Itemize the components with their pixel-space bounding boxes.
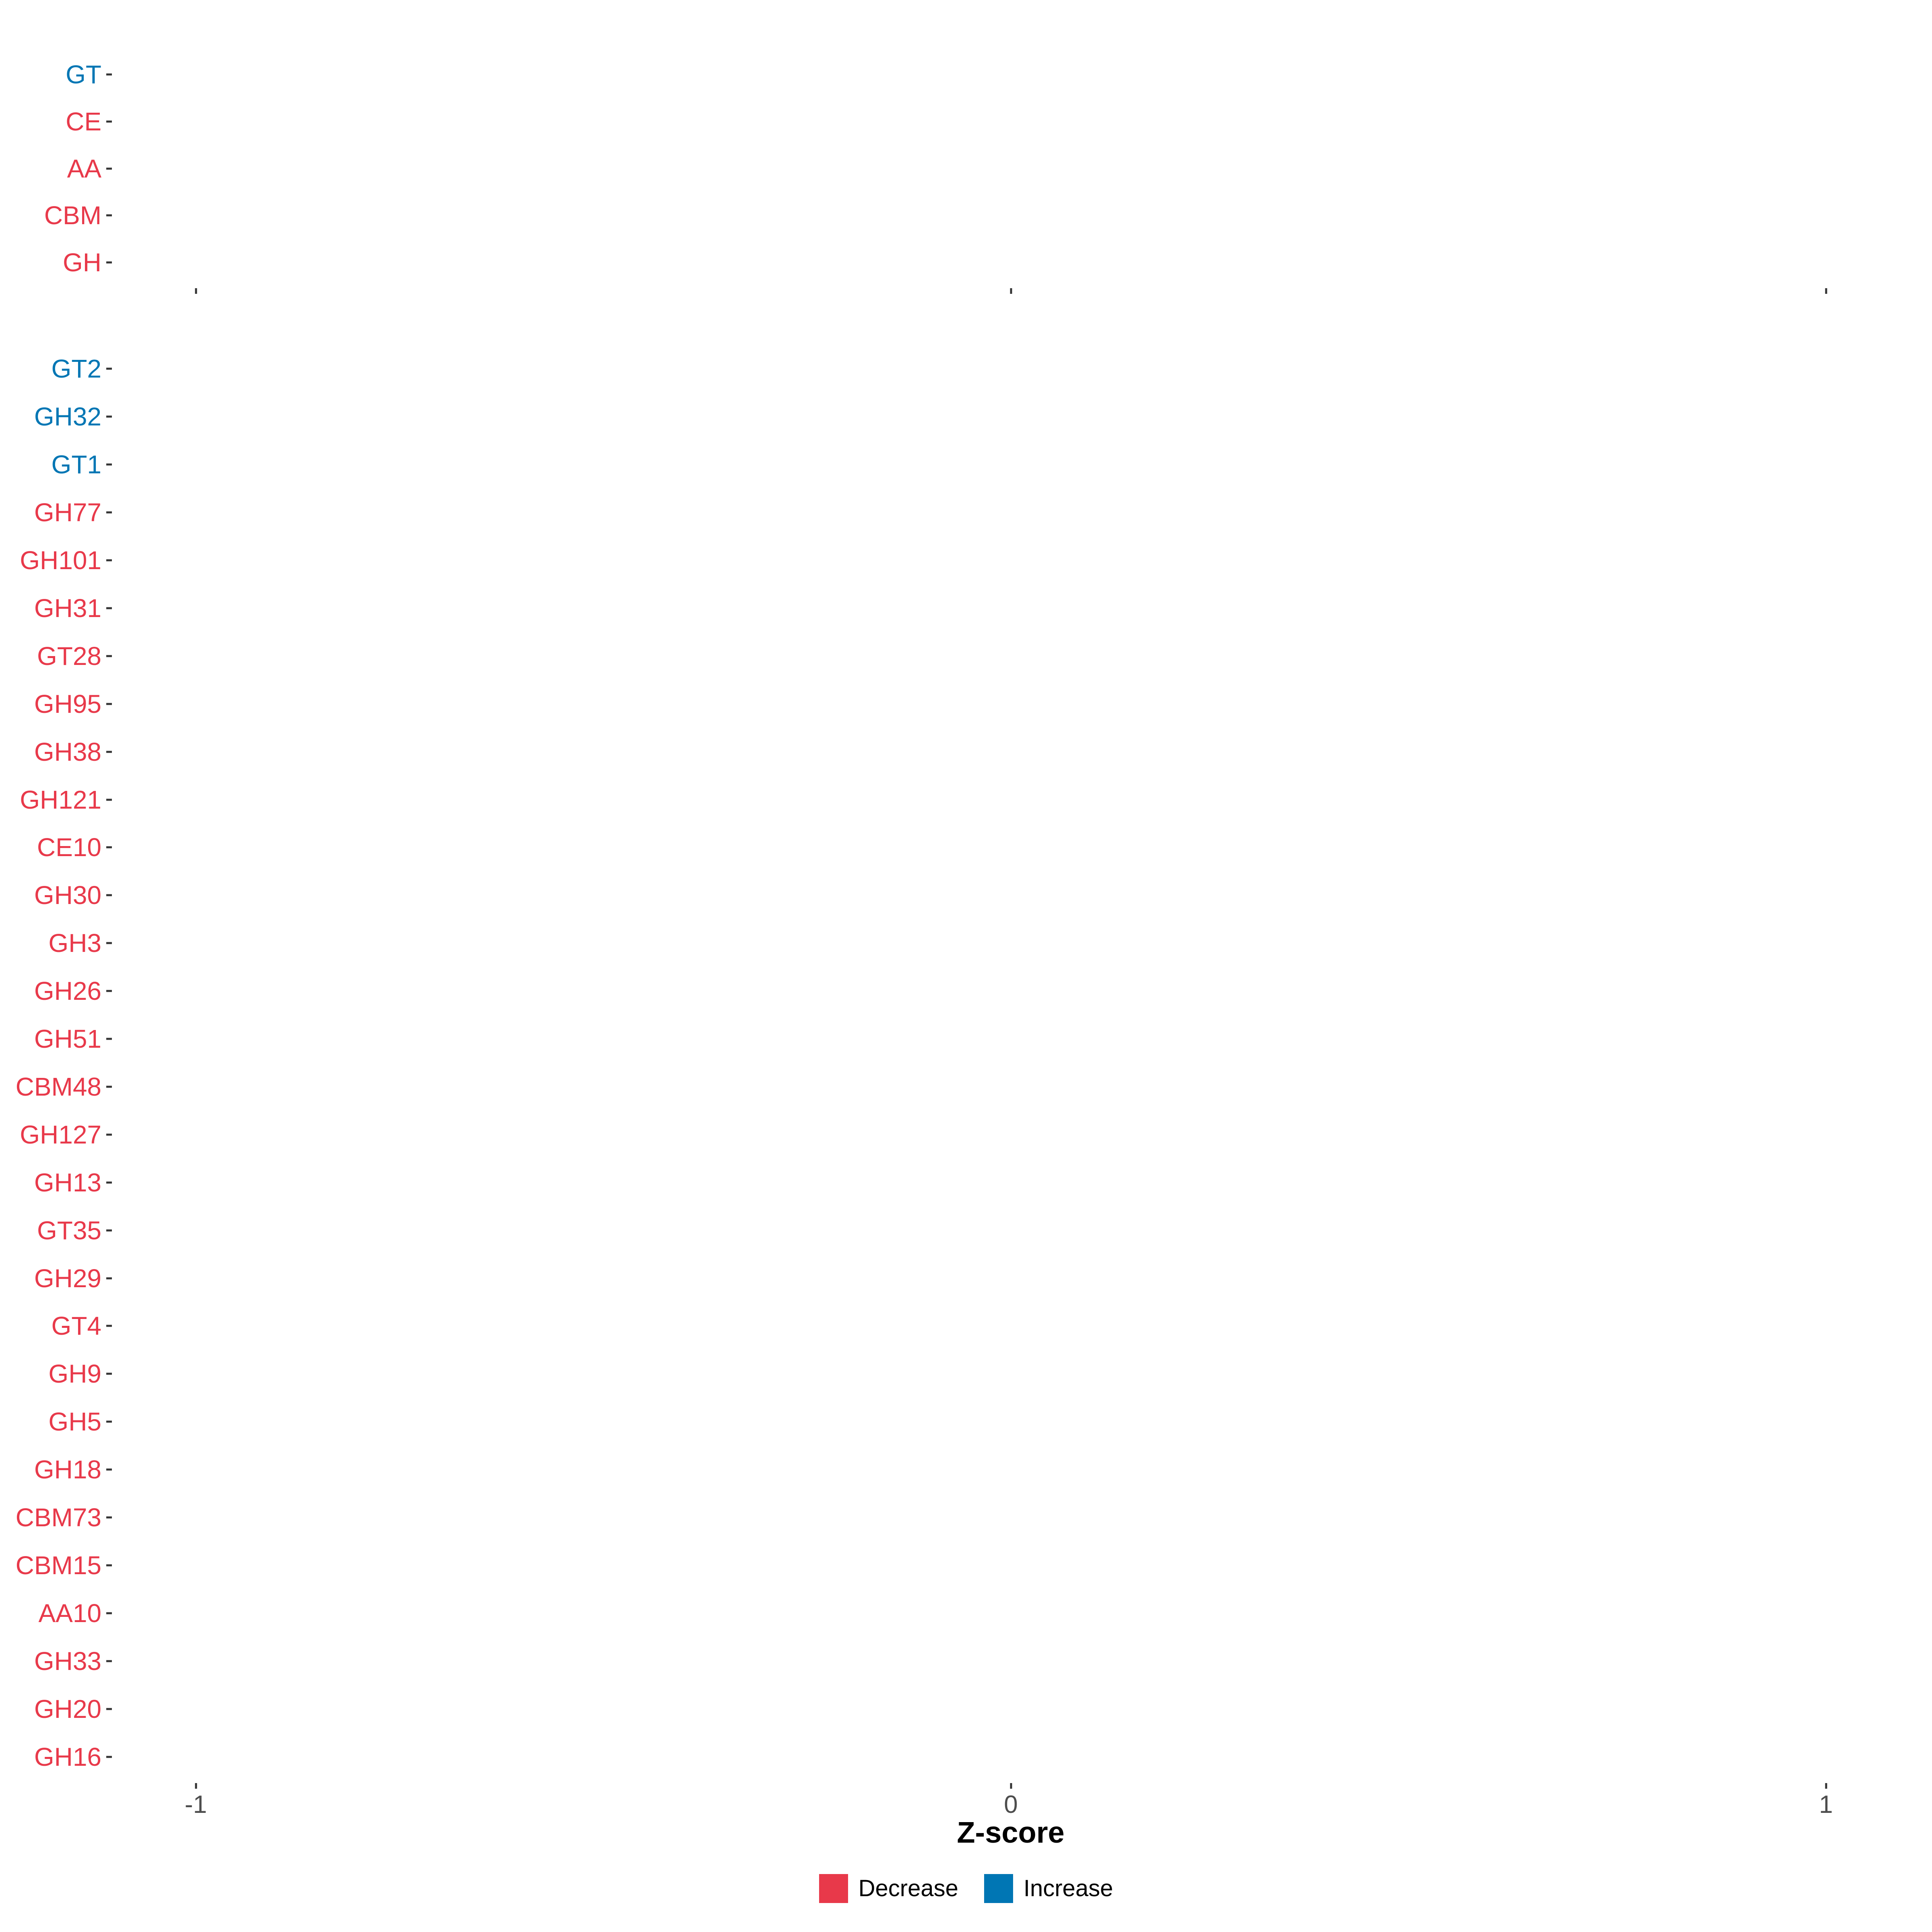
y-tick-mark [106, 120, 112, 123]
x-tick-mark [1825, 288, 1827, 294]
y-tick-mark [106, 1708, 112, 1710]
category-label-GH38: GH38 [34, 737, 101, 766]
legend-swatch-increase [984, 1874, 1013, 1903]
y-tick-mark [106, 1373, 112, 1375]
legend-item-increase: Increase [984, 1874, 1113, 1903]
x-tick-label-neg1: -1 [184, 1791, 207, 1818]
y-tick-mark [106, 415, 112, 418]
y-tick-mark [106, 894, 112, 896]
y-tick-mark [106, 1468, 112, 1471]
category-label-GH31: GH31 [34, 593, 101, 623]
category-label-GH3: GH3 [48, 929, 101, 958]
y-tick-mark [106, 799, 112, 801]
category-label-GH5: GH5 [48, 1407, 101, 1437]
category-label-GH121: GH121 [20, 785, 101, 814]
x-tick-mark [1010, 1783, 1012, 1789]
category-label-GH32: GH32 [34, 402, 101, 431]
category-label-GH20: GH20 [34, 1694, 101, 1724]
x-tick-mark [195, 288, 197, 294]
category-label-GT1: GT1 [51, 450, 101, 479]
category-label-GH16: GH16 [34, 1742, 101, 1771]
category-label-GH30: GH30 [34, 881, 101, 910]
y-tick-mark [106, 846, 112, 848]
x-tick-label-pos1: 1 [1819, 1791, 1833, 1818]
category-label-GH26: GH26 [34, 976, 101, 1006]
category-label-GH127: GH127 [20, 1120, 101, 1149]
category-label-GH18: GH18 [34, 1455, 101, 1484]
y-tick-mark [106, 511, 112, 514]
category-label-GH13: GH13 [34, 1168, 101, 1197]
y-tick-mark [106, 751, 112, 753]
category-label-GH: GH [63, 248, 101, 277]
category-label-CE: CE [66, 107, 101, 136]
y-tick-mark [106, 1277, 112, 1280]
category-label-GH101: GH101 [20, 546, 101, 575]
y-tick-mark [106, 703, 112, 705]
y-tick-mark [106, 367, 112, 370]
category-label-GH95: GH95 [34, 689, 101, 718]
x-tick-mark [1825, 1783, 1827, 1789]
y-tick-mark [106, 1660, 112, 1662]
category-label-GT28: GT28 [37, 641, 101, 671]
y-tick-mark [106, 1086, 112, 1088]
y-tick-mark [106, 463, 112, 466]
y-tick-mark [106, 1038, 112, 1040]
category-label-CBM48: CBM48 [15, 1072, 101, 1101]
category-label-CBM73: CBM73 [15, 1503, 101, 1532]
category-label-AA10: AA10 [38, 1598, 101, 1628]
y-tick-mark [106, 1516, 112, 1519]
category-label-GH9: GH9 [48, 1359, 101, 1389]
category-label-AA: AA [67, 154, 101, 183]
y-tick-mark [106, 1181, 112, 1184]
category-label-GH51: GH51 [34, 1024, 101, 1054]
category-label-GT35: GT35 [37, 1216, 101, 1245]
category-label-GT4: GT4 [51, 1311, 101, 1341]
y-tick-mark [106, 1420, 112, 1423]
y-tick-mark [106, 167, 112, 169]
x-tick-mark [195, 1783, 197, 1789]
x-tick-label-zero: 0 [1004, 1791, 1018, 1818]
category-label-CE10: CE10 [37, 833, 101, 862]
category-label-GT: GT [66, 60, 101, 89]
x-axis-title: Z-score [957, 1816, 1065, 1849]
category-label-GH77: GH77 [34, 498, 101, 527]
legend: Decrease Increase [0, 1874, 1932, 1903]
category-label-GT2: GT2 [51, 354, 101, 384]
legend-label-increase: Increase [1023, 1875, 1113, 1901]
y-tick-mark [106, 1612, 112, 1614]
y-tick-mark [106, 559, 112, 561]
y-tick-mark [106, 1756, 112, 1758]
y-tick-mark [106, 1564, 112, 1567]
legend-label-decrease: Decrease [858, 1875, 958, 1901]
category-label-CBM: CBM [44, 201, 101, 230]
y-tick-mark [106, 655, 112, 657]
y-tick-mark [106, 214, 112, 217]
y-tick-mark [106, 73, 112, 76]
category-label-GH33: GH33 [34, 1646, 101, 1676]
x-tick-mark [1010, 288, 1012, 294]
y-tick-mark [106, 261, 112, 264]
legend-item-decrease: Decrease [819, 1874, 958, 1903]
y-tick-mark [106, 1133, 112, 1136]
y-tick-mark [106, 942, 112, 944]
category-label-GH29: GH29 [34, 1263, 101, 1293]
y-tick-mark [106, 1229, 112, 1232]
y-tick-mark [106, 607, 112, 609]
y-tick-mark [106, 990, 112, 992]
legend-swatch-decrease [819, 1874, 848, 1903]
category-label-CBM15: CBM15 [15, 1550, 101, 1580]
y-tick-mark [106, 1325, 112, 1327]
